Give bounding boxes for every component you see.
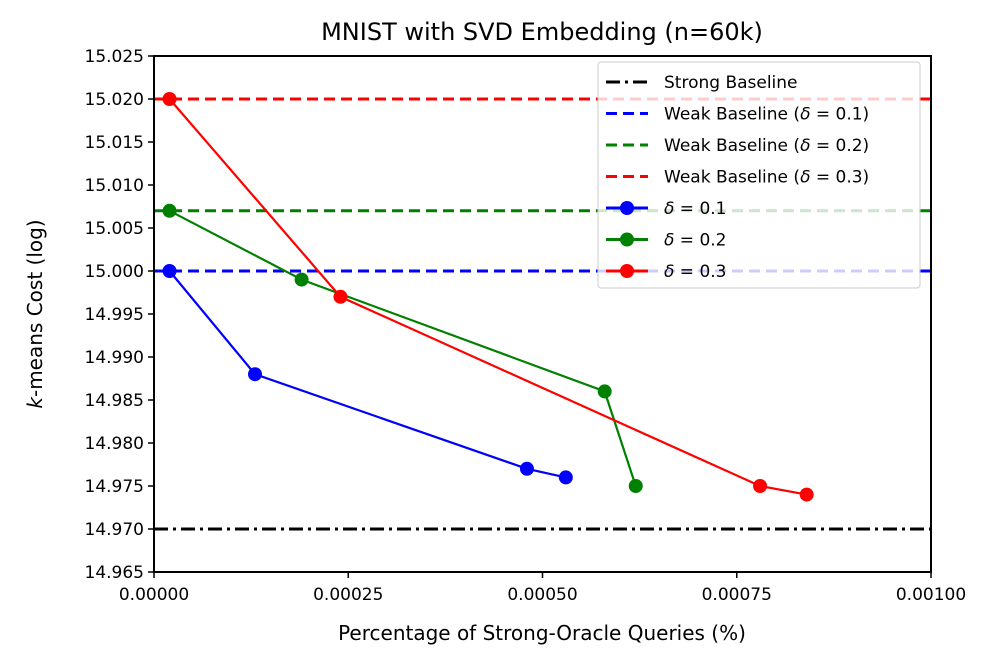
legend-label-suffix: = 0.1): [810, 105, 869, 125]
legend-label-suffix: = 0.3): [810, 168, 869, 188]
legend-box: [597, 61, 921, 289]
series-0-point-3: [558, 470, 573, 485]
legend-marker-5: [620, 232, 634, 247]
series-group: [162, 92, 814, 502]
y-tick-label-3: 14.980: [85, 434, 144, 454]
x-tick-label-3: 0.00075: [702, 585, 772, 605]
series-2-point-2: [753, 479, 768, 493]
legend-label-4: δ = 0.1: [664, 199, 727, 219]
y-axis: 14.965 14.970 14.975 14.980 14.985 14.990 14.9…: [85, 47, 154, 583]
legend-label-suffix: = 0.3: [674, 262, 726, 282]
legend-label-prefix: Strong Baseline: [664, 73, 798, 93]
series-2-point-3: [799, 487, 814, 502]
y-tick-label-6: 14.995: [85, 305, 144, 325]
y-tick-label-10: 15.015: [85, 133, 144, 153]
y-axis-label-rest: -means Cost (log): [23, 219, 47, 397]
y-tick-label-1: 14.970: [85, 520, 144, 540]
series-line-2: [168, 98, 807, 496]
y-tick-label-11: 15.020: [85, 90, 144, 110]
legend-label-1: Weak Baseline (δ = 0.1): [664, 105, 869, 125]
legend-label-0: Strong Baseline: [664, 73, 798, 93]
legend-label-suffix: = 0.2): [810, 136, 869, 156]
legend-label-delta: δ: [664, 262, 674, 282]
legend-label-2: Weak Baseline (δ = 0.2): [664, 136, 869, 156]
legend-label-delta: δ: [800, 105, 810, 125]
legend-marker-4: [620, 201, 634, 215]
legend-label-delta: δ: [800, 136, 810, 156]
x-axis: 0.00000 0.00025 0.00050 0.00075 0.00100: [119, 572, 966, 605]
y-tick-label-0: 14.965: [85, 563, 144, 583]
x-axis-label: Percentage of Strong-Oracle Queries (%): [338, 621, 746, 645]
legend-label-3: Weak Baseline (δ = 0.3): [664, 168, 869, 188]
legend-label-delta: δ: [664, 231, 674, 251]
legend-label-prefix: Weak Baseline (: [664, 136, 800, 156]
legend-label-delta: δ: [800, 168, 810, 188]
legend-label-prefix: Weak Baseline (: [664, 168, 800, 188]
series-2-point-0: [162, 92, 177, 106]
series-0-point-2: [519, 461, 534, 476]
legend-label-delta: δ: [664, 199, 674, 219]
legend-marker-6: [620, 264, 634, 278]
y-axis-label: k-means Cost (log): [23, 219, 47, 408]
x-tick-label-4: 0.00100: [896, 585, 966, 605]
series-0-point-1: [248, 367, 263, 382]
y-axis-label-k: k: [23, 396, 47, 409]
series-2-point-1: [333, 289, 348, 304]
legend-label-suffix: = 0.1: [674, 199, 726, 219]
y-tick-label-2: 14.975: [85, 477, 144, 497]
legend-label-prefix: Weak Baseline (: [664, 105, 800, 125]
y-tick-label-7: 15.000: [85, 262, 144, 282]
series-1-point-3: [628, 479, 643, 493]
series-line-1: [169, 209, 637, 487]
y-tick-label-4: 14.985: [85, 391, 144, 411]
y-tick-label-5: 14.990: [85, 348, 144, 368]
x-tick-label-1: 0.00025: [313, 585, 383, 605]
legend-label-suffix: = 0.2: [674, 231, 726, 251]
series-line-0: [168, 270, 567, 479]
x-tick-label-2: 0.00050: [507, 585, 577, 605]
y-tick-label-12: 15.025: [85, 47, 144, 67]
series-1-point-1: [294, 272, 309, 287]
legend-label-6: δ = 0.3: [664, 262, 727, 282]
series-0-point-0: [162, 264, 177, 278]
y-tick-label-9: 15.010: [85, 176, 144, 196]
series-1-point-2: [597, 384, 612, 399]
chart-title: MNIST with SVD Embedding (n=60k): [321, 18, 763, 46]
series-1-point-0: [162, 203, 177, 218]
x-tick-label-0: 0.00000: [119, 585, 189, 605]
legend-label-5: δ = 0.2: [664, 231, 727, 251]
y-tick-label-8: 15.005: [85, 219, 144, 239]
